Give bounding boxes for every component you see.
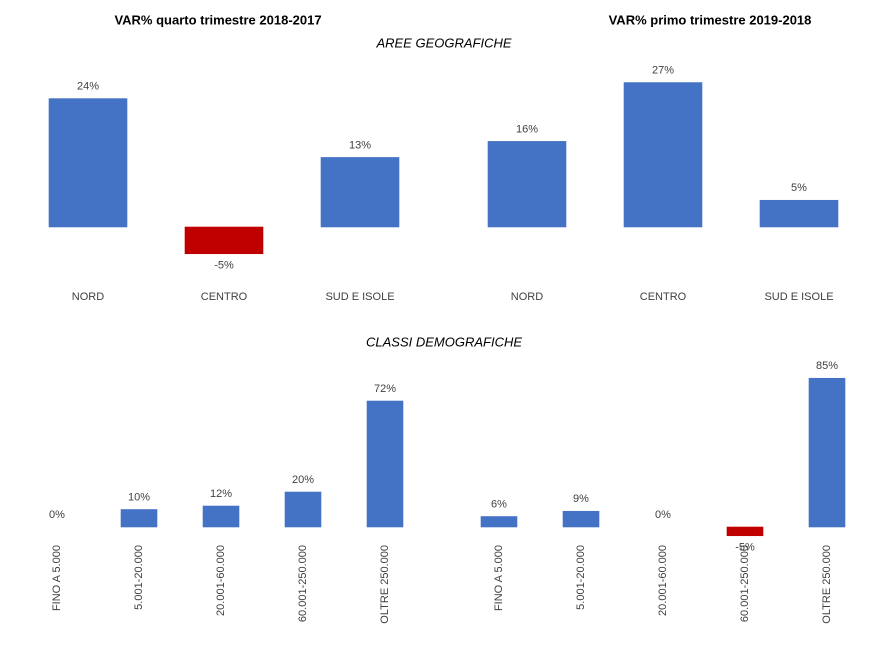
bar <box>759 199 839 228</box>
data-label: 10% <box>128 491 150 503</box>
data-label: 72% <box>374 383 396 395</box>
data-label: -5% <box>214 260 234 272</box>
bar <box>562 510 600 528</box>
data-label: 85% <box>816 360 838 372</box>
data-label: 12% <box>210 488 232 500</box>
x-tick-label: OLTRE 250.000 <box>379 545 391 624</box>
x-tick-label: FINO A 5.000 <box>493 545 505 611</box>
data-label: 13% <box>349 139 371 151</box>
x-tick-label: CENTRO <box>201 291 248 303</box>
bar <box>726 526 764 537</box>
x-tick-label: CENTRO <box>640 291 687 303</box>
bar <box>184 226 264 255</box>
data-label: 0% <box>49 509 65 521</box>
bar <box>48 98 128 228</box>
bar <box>808 377 846 528</box>
bar <box>366 400 404 528</box>
x-tick-label: 60.001-250.000 <box>739 545 751 622</box>
data-label: 20% <box>292 474 314 486</box>
data-label: 16% <box>516 123 538 135</box>
data-label: 0% <box>655 509 671 521</box>
bar <box>487 141 567 228</box>
section-title: CLASSI DEMOGRAFICHE <box>366 334 522 349</box>
bar <box>202 505 240 528</box>
x-tick-label: NORD <box>72 291 104 303</box>
data-label: 6% <box>491 498 507 510</box>
x-tick-label: OLTRE 250.000 <box>821 545 833 624</box>
column-title: VAR% quarto trimestre 2018-2017 <box>114 12 321 27</box>
bar <box>320 157 400 228</box>
x-tick-label: 60.001-250.000 <box>297 545 309 622</box>
bar <box>480 516 518 528</box>
x-tick-label: 5.001-20.000 <box>575 545 587 610</box>
bar <box>623 82 703 228</box>
bar <box>120 509 158 528</box>
x-tick-label: 20.001-60.000 <box>215 545 227 616</box>
section-title: AREE GEOGRAFICHE <box>375 35 511 50</box>
data-label: 27% <box>652 64 674 76</box>
x-tick-label: FINO A 5.000 <box>51 545 63 611</box>
data-label: -5% <box>735 542 755 554</box>
bar <box>284 491 322 528</box>
column-title: VAR% primo trimestre 2019-2018 <box>609 12 812 27</box>
x-tick-label: SUD E ISOLE <box>764 291 833 303</box>
x-tick-label: 20.001-60.000 <box>657 545 669 616</box>
x-tick-label: SUD E ISOLE <box>325 291 394 303</box>
data-label: 9% <box>573 493 589 505</box>
data-label: 5% <box>791 182 807 194</box>
x-tick-label: NORD <box>511 291 543 303</box>
x-tick-label: 5.001-20.000 <box>133 545 145 610</box>
data-label: 24% <box>77 81 99 93</box>
